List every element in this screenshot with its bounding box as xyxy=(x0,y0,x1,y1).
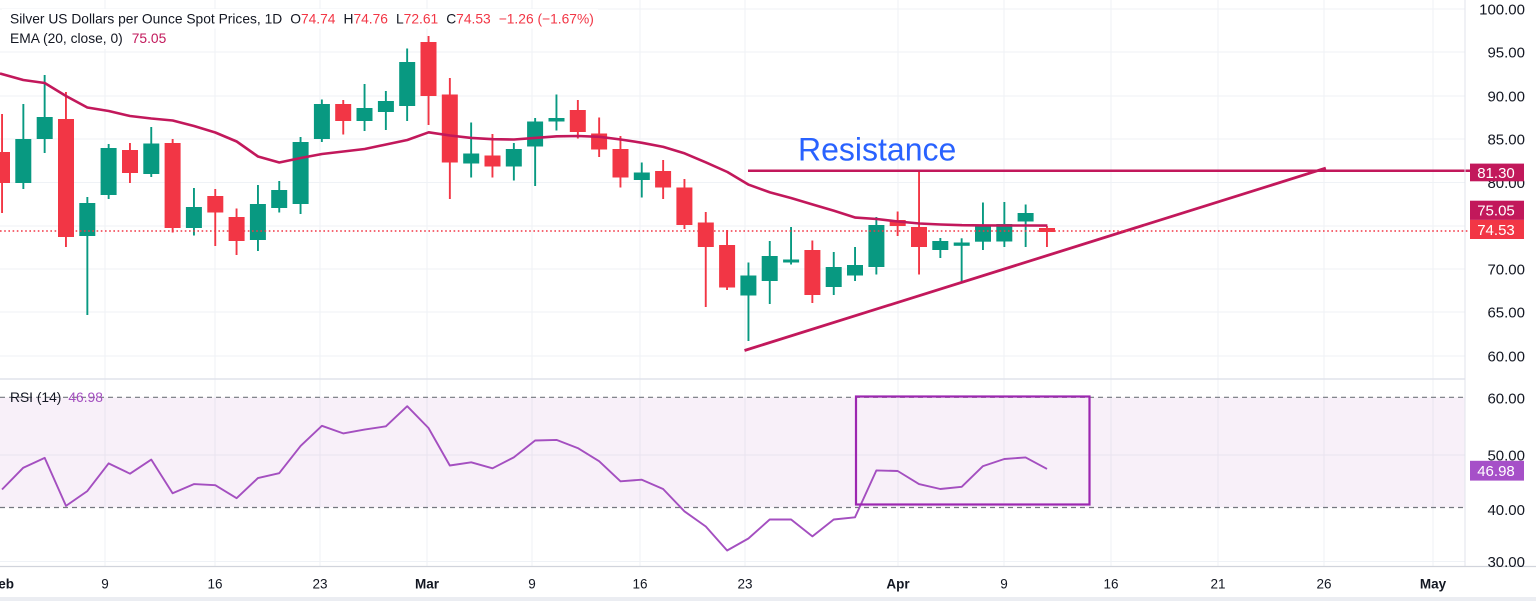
svg-text:26: 26 xyxy=(1316,577,1331,592)
svg-text:30.00: 30.00 xyxy=(1487,554,1525,571)
svg-text:75.05: 75.05 xyxy=(1477,203,1515,220)
svg-text:60.00: 60.00 xyxy=(1487,390,1525,407)
svg-text:Silver US Dollars per Ounce Sp: Silver US Dollars per Ounce Spot Prices,… xyxy=(10,12,594,27)
svg-text:16: 16 xyxy=(1103,577,1118,592)
svg-text:81.30: 81.30 xyxy=(1477,165,1515,182)
svg-text:Apr: Apr xyxy=(886,577,910,592)
svg-text:21: 21 xyxy=(1210,577,1225,592)
svg-text:16: 16 xyxy=(632,577,647,592)
svg-text:65.00: 65.00 xyxy=(1487,304,1525,321)
svg-text:EMA (20, close, 0)75.05: EMA (20, close, 0) 75.05 xyxy=(10,31,167,46)
svg-text:RSI (14)46.98: RSI (14) 46.98 xyxy=(10,390,103,405)
svg-text:74.53: 74.53 xyxy=(1477,222,1515,239)
svg-text:9: 9 xyxy=(101,577,109,592)
svg-text:May: May xyxy=(1420,577,1447,592)
svg-text:85.00: 85.00 xyxy=(1487,131,1525,148)
svg-text:40.00: 40.00 xyxy=(1487,502,1525,519)
svg-text:60.00: 60.00 xyxy=(1487,348,1525,365)
svg-text:9: 9 xyxy=(1000,577,1008,592)
svg-text:90.00: 90.00 xyxy=(1487,88,1525,105)
svg-text:Mar: Mar xyxy=(415,577,440,592)
svg-text:46.98: 46.98 xyxy=(1477,463,1515,480)
svg-text:23: 23 xyxy=(737,577,752,592)
svg-text:50.00: 50.00 xyxy=(1487,447,1525,464)
svg-text:9: 9 xyxy=(528,577,536,592)
svg-text:Feb: Feb xyxy=(0,577,14,592)
svg-text:95.00: 95.00 xyxy=(1487,44,1525,61)
svg-text:100.00: 100.00 xyxy=(1479,1,1525,18)
svg-text:23: 23 xyxy=(312,577,327,592)
svg-text:16: 16 xyxy=(207,577,222,592)
svg-text:Resistance: Resistance xyxy=(798,132,956,168)
svg-text:70.00: 70.00 xyxy=(1487,261,1525,278)
